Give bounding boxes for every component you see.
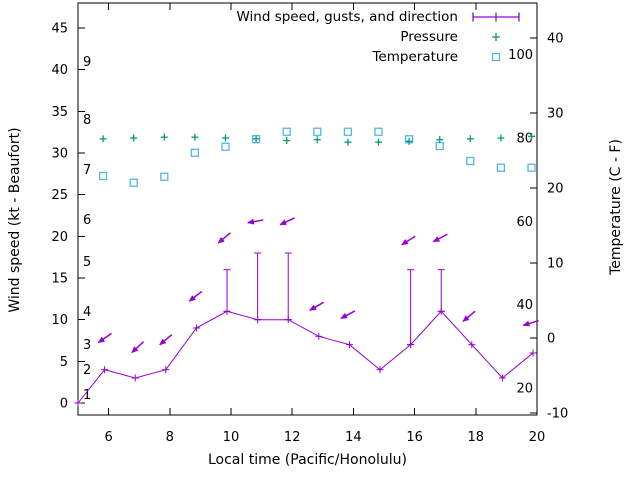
x-tick-label: 16	[406, 430, 423, 445]
x-tick-label: 20	[529, 430, 546, 445]
beaufort-label: 3	[83, 338, 91, 353]
temperature-point	[221, 142, 230, 151]
temperature-series	[98, 127, 536, 187]
left-tick-label: 40	[51, 63, 68, 78]
temperature-square-icon	[471, 49, 521, 65]
wind-speed-line	[77, 310, 534, 404]
right-tick-label: 30	[547, 107, 564, 122]
right-tick-label: 40	[547, 32, 564, 47]
pressure-plus-icon	[471, 29, 521, 45]
temperature-point	[160, 172, 169, 181]
axes	[77, 2, 538, 416]
left-tick-label: 15	[51, 272, 68, 287]
left-tick-label: 35	[51, 105, 68, 120]
legend-row-temperature: Temperature	[181, 47, 521, 67]
pressure-series	[99, 132, 535, 146]
x-tick-label: 14	[345, 430, 362, 445]
x-axis-title: Local time (Pacific/Honolulu)	[207, 452, 407, 468]
beaufort-label: 6	[83, 213, 91, 228]
left-tick-label: 10	[51, 313, 68, 328]
temperature-point	[435, 141, 444, 151]
temperature-point	[496, 163, 506, 172]
right-tick-label: 0	[547, 332, 555, 347]
x-tick-label: 8	[166, 430, 174, 445]
legend: Wind speed, gusts, and direction Pressur…	[181, 7, 521, 67]
temperature-point	[313, 127, 322, 136]
legend-label-temperature: Temperature	[372, 49, 458, 65]
temperature-point	[343, 127, 353, 136]
beaufort-label: 1	[83, 388, 91, 403]
left-tick-label: 30	[51, 147, 68, 162]
beaufort-label: 8	[83, 113, 91, 128]
legend-row-wind: Wind speed, gusts, and direction	[181, 7, 521, 27]
fahrenheit-label: 20	[516, 382, 533, 397]
temperature-point	[190, 148, 200, 157]
beaufort-label: 2	[83, 363, 91, 378]
fahrenheit-label: 100	[508, 48, 533, 63]
right-tick-label: 20	[547, 182, 564, 197]
left-tick-label: 5	[60, 355, 68, 370]
legend-label-wind: Wind speed, gusts, and direction	[236, 9, 458, 25]
legend-row-pressure: Pressure	[181, 27, 521, 47]
beaufort-label: 5	[83, 255, 91, 270]
x-tick-label: 12	[284, 430, 301, 445]
x-tick-label: 6	[104, 430, 112, 445]
temperature-point	[98, 171, 108, 181]
right-tick-label: 10	[547, 257, 564, 272]
beaufort-label: 9	[83, 55, 91, 70]
left-tick-label: 20	[51, 230, 68, 245]
temperature-point	[374, 127, 383, 136]
temperature-point	[527, 163, 536, 172]
temperature-point	[282, 127, 291, 136]
tick-labels: 6 8 10 12 14 16 18 2005101520253035404512345678…	[51, 22, 568, 446]
wind-errorbar-icon	[471, 9, 521, 25]
fahrenheit-label: 60	[516, 215, 533, 230]
x-tick-label: 10	[223, 430, 240, 445]
right-axis-title: Temperature (C - F)	[608, 139, 624, 275]
fahrenheit-label: 40	[516, 298, 533, 313]
left-tick-label: 0	[60, 397, 68, 412]
wind-direction-arrows	[97, 217, 539, 354]
fahrenheit-label: 80	[516, 132, 533, 147]
legend-label-pressure: Pressure	[400, 29, 458, 45]
left-tick-label: 45	[51, 22, 68, 37]
x-tick-label: 18	[468, 430, 485, 445]
beaufort-label: 4	[83, 305, 91, 320]
temperature-point	[129, 178, 138, 187]
left-tick-label: 25	[51, 188, 68, 203]
wind-series	[74, 252, 537, 407]
temperature-point	[466, 156, 475, 166]
beaufort-label: 7	[83, 163, 91, 178]
left-axis-title: Wind speed (kt - Beaufort)	[7, 127, 23, 313]
right-tick-label: -10	[547, 407, 568, 422]
